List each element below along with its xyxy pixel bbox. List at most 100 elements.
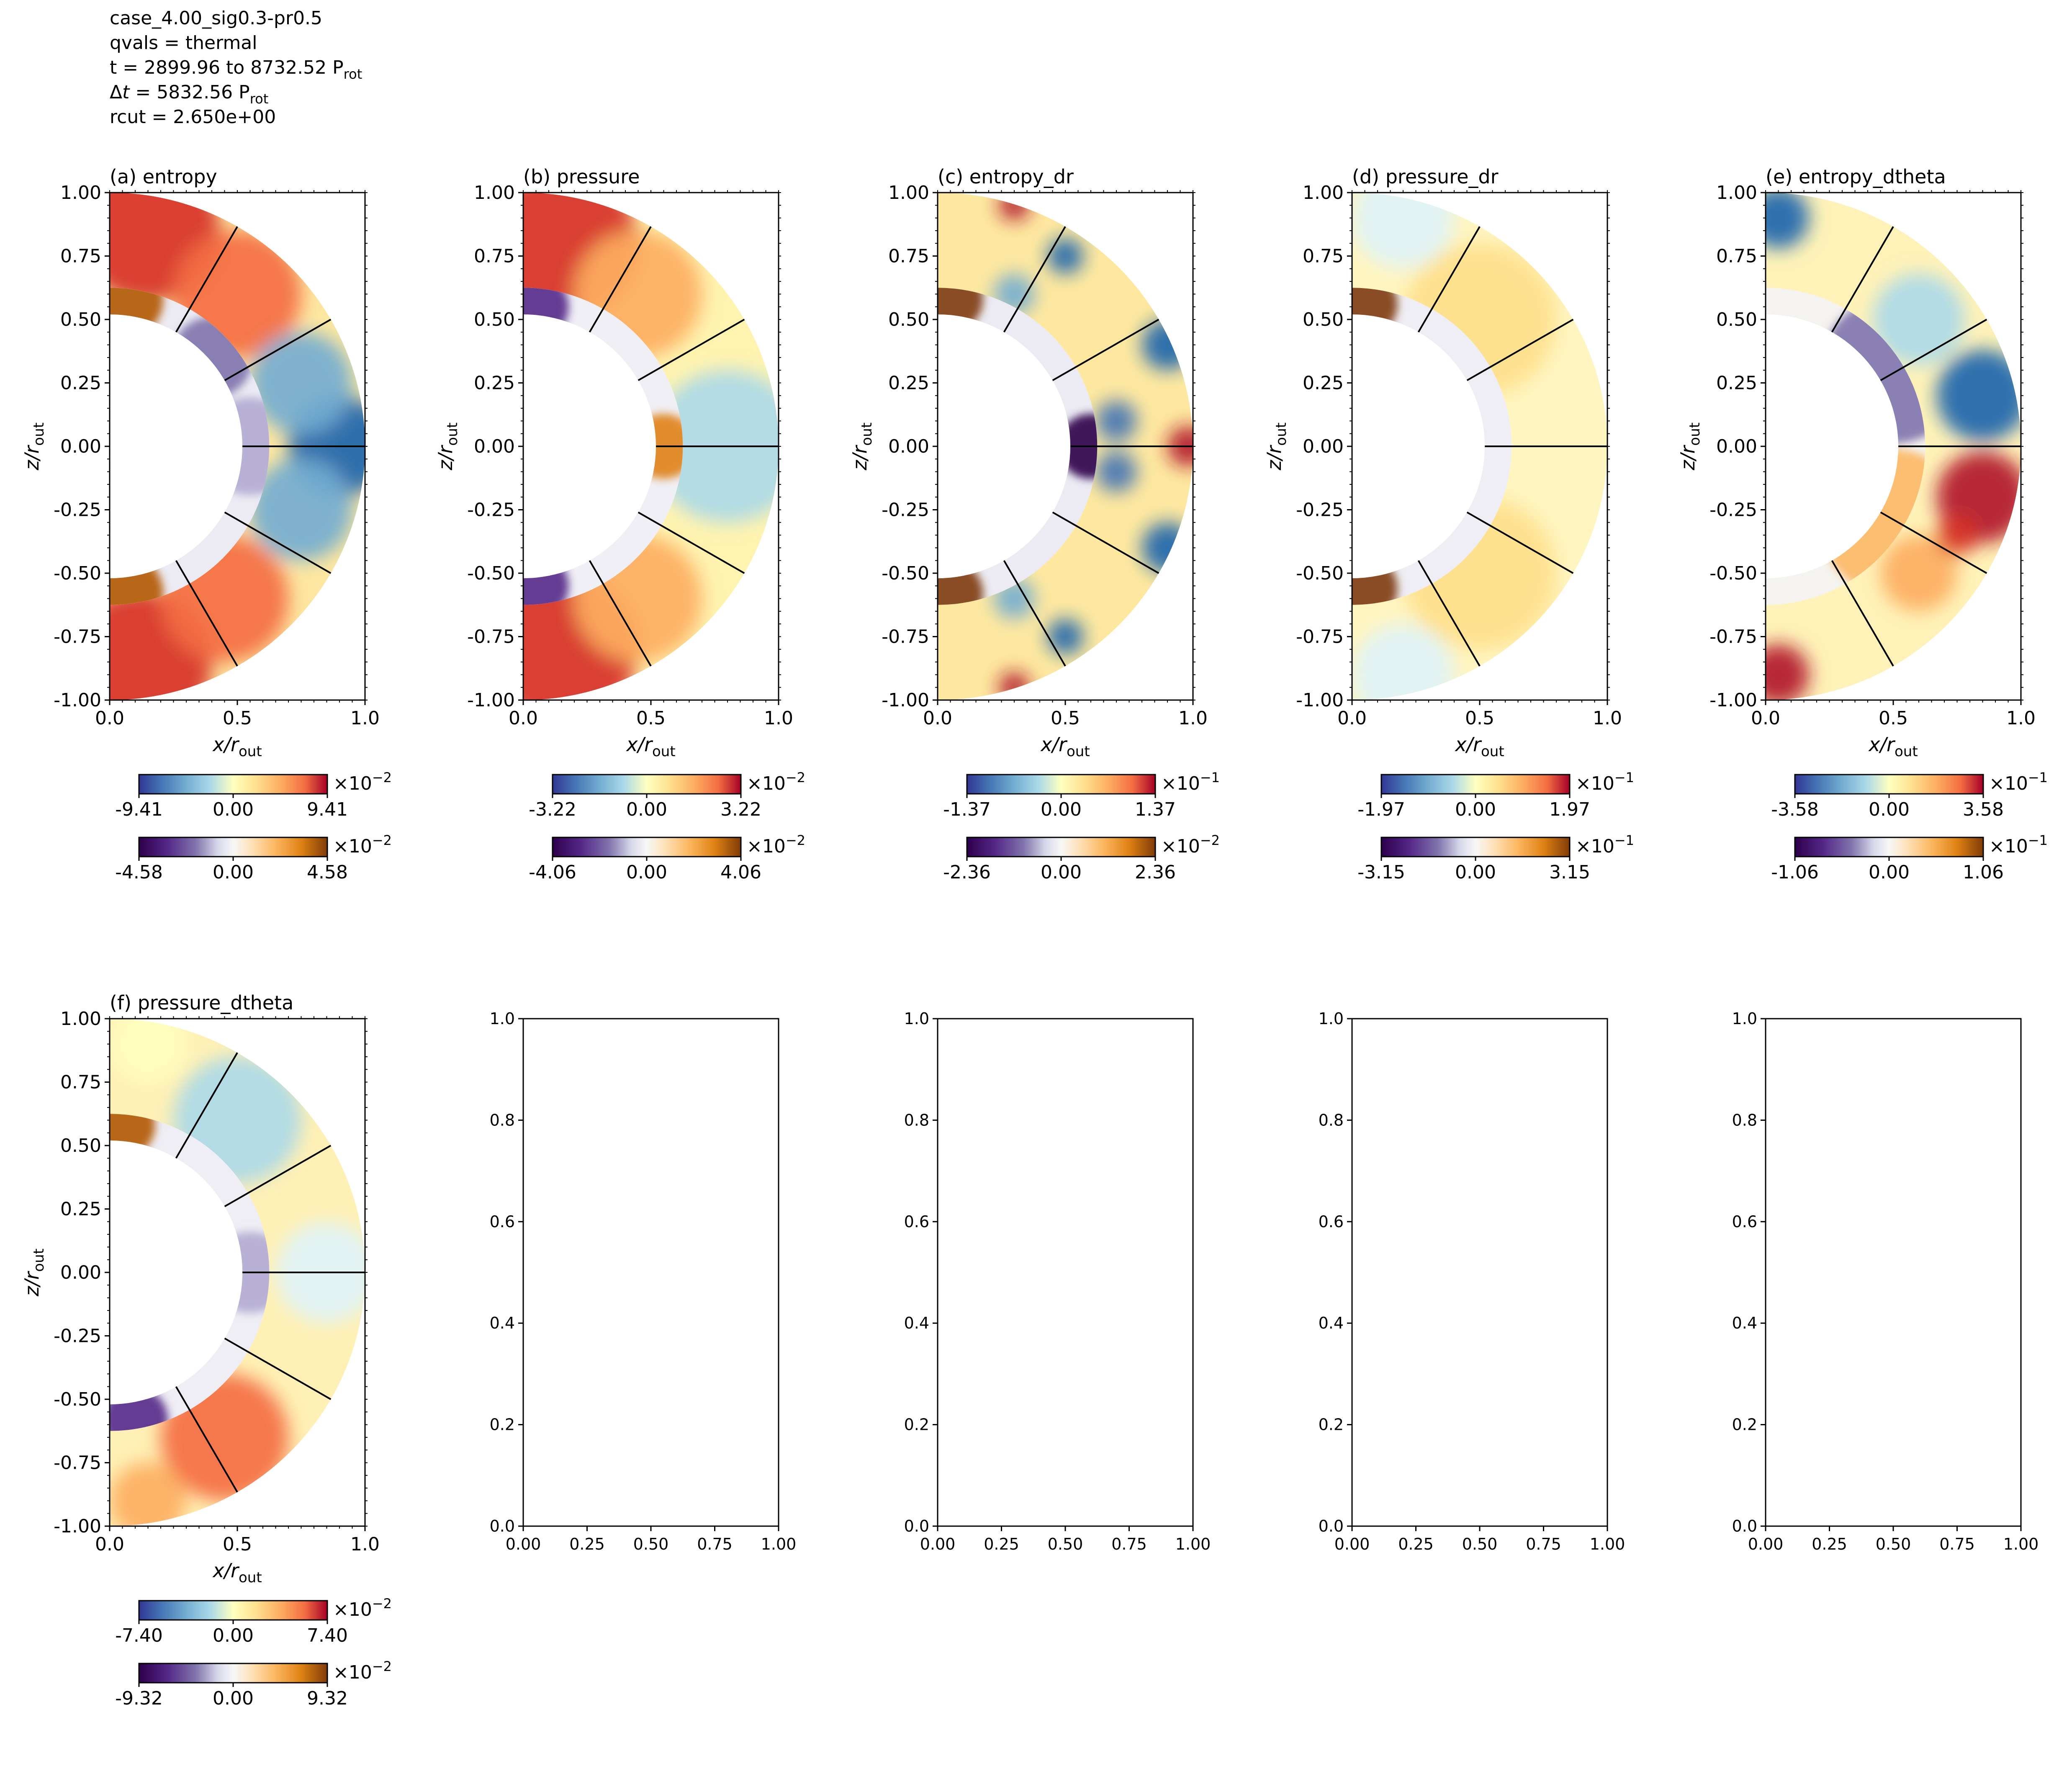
y-tick-label: 1.00 (60, 182, 101, 203)
colorbar-tick-label: 9.32 (307, 1688, 348, 1709)
colorbar-bar (966, 774, 1156, 795)
panel-title: (e) entropy_dtheta (1766, 165, 1946, 188)
x-tick-label: 1.00 (1590, 1535, 1625, 1553)
colorbar-tick-label: 0.00 (213, 1688, 254, 1709)
empty-axes-4: 1.0 0.8 0.6 0.4 0.2 0.00.00 0.25 0.50 0.75 1.00 (1732, 1009, 2039, 1553)
colorbar-tick-label: -3.22 (529, 799, 576, 820)
y-tick-label: 0.2 (904, 1416, 929, 1434)
y-tick-label: -1.00 (882, 690, 929, 711)
x-tick-label: 0.0 (95, 708, 124, 729)
axes-frame (937, 1018, 1194, 1527)
colorbar-bar (138, 1600, 328, 1621)
colorbar-tick-label: 1.06 (1963, 862, 2004, 883)
colorbar-tick-label: 0.00 (213, 1625, 254, 1646)
colorbar-exponent: ×10−2 (333, 770, 392, 794)
y-axis-label: z/rout (21, 1249, 47, 1297)
colorbar-tick-label: 0.00 (626, 799, 667, 820)
x-tick-label: 0.00 (920, 1535, 956, 1553)
x-axis-label: x/rout (212, 733, 262, 760)
latitude-line (1831, 560, 1894, 667)
x-tick-label: 1.0 (1178, 708, 1208, 729)
y-tick-label: 1.0 (1319, 1009, 1344, 1028)
x-tick-label: 1.00 (2003, 1535, 2039, 1553)
colorbar-exponent: ×10−1 (1989, 832, 2048, 857)
y-tick-label: -0.50 (1710, 563, 1757, 584)
latitude-line (1880, 319, 1987, 381)
x-tick-label: 0.5 (223, 1534, 252, 1555)
colorbar-exponent: ×10−1 (1576, 770, 1634, 794)
y-tick-label: 0.00 (1303, 436, 1344, 457)
colorbar-outer: -1.37 0.00 1.37 ×10−1 (943, 770, 1220, 820)
y-tick-label: -0.50 (882, 563, 929, 584)
case-name: case_4.00_sig0.3-pr0.5 (110, 8, 322, 29)
panel-title: (d) pressure_dr (1352, 165, 1499, 188)
y-tick-label: 0.00 (474, 436, 515, 457)
y-tick-label: 0.25 (1303, 373, 1344, 394)
y-tick-label: 0.50 (888, 309, 929, 330)
colorbar-outer: -3.22 0.00 3.22 ×10−2 (529, 770, 805, 820)
y-tick-label: 0.6 (1319, 1213, 1344, 1231)
x-axis-label: x/rout (1454, 733, 1504, 760)
x-tick-label: 0.5 (223, 708, 252, 729)
axes-frame (1351, 1018, 1608, 1527)
colorbar-tick-label: 3.15 (1549, 862, 1590, 883)
y-tick-label: 1.00 (474, 182, 515, 203)
y-axis-label: z/rout (21, 422, 47, 471)
latitude-line (1003, 560, 1066, 667)
panel-c: 1.00 0.75 0.50 0.25 0.00 -0.25 -0.50 -0.75 -1.00… (848, 165, 1220, 883)
panel-a: 1.00 0.75 0.50 0.25 0.00 -0.25 -0.50 -0.75 -1.00… (21, 165, 392, 883)
colorbar-bar (1380, 837, 1571, 857)
x-axis-label: x/rout (1040, 733, 1090, 760)
colorbar-tick-label: -7.40 (115, 1625, 163, 1646)
colorbar-tick-label: 7.40 (307, 1625, 348, 1646)
latitude-line (589, 226, 652, 333)
y-tick-label: 1.0 (1732, 1009, 1757, 1028)
colorbar-inner: -9.32 0.00 9.32 ×10−2 (115, 1658, 392, 1709)
colorbar-tick-label: 4.06 (720, 862, 761, 883)
x-tick-label: 0.5 (1879, 708, 1908, 729)
x-tick-label: 0.0 (1751, 708, 1780, 729)
x-tick-label: 1.0 (350, 708, 380, 729)
y-tick-label: 0.50 (60, 309, 101, 330)
latitude-lines (175, 1052, 365, 1493)
x-tick-label: 1.00 (1175, 1535, 1211, 1553)
colorbar-exponent: ×10−1 (1161, 770, 1220, 794)
colorbar-inner: -4.58 0.00 4.58 ×10−2 (115, 832, 392, 883)
latitude-line (1466, 511, 1574, 574)
latitude-line (1417, 560, 1481, 667)
y-axis-label: z/rout (1263, 422, 1290, 471)
panel-title: (b) pressure (523, 165, 640, 188)
colorbar-tick-label: -3.58 (1771, 799, 1819, 820)
colorbar-exponent: ×10−1 (1576, 832, 1634, 857)
y-tick-label: 0.50 (1716, 309, 1757, 330)
latitude-lines (1831, 226, 2021, 667)
panel-title: (c) entropy_dr (938, 165, 1074, 188)
y-tick-label: 1.0 (490, 1009, 515, 1028)
x-tick-label: 0.0 (923, 708, 952, 729)
colorbar-tick-label: -9.41 (115, 799, 163, 820)
y-tick-label: 0.4 (1319, 1314, 1344, 1332)
x-tick-label: 0.5 (1465, 708, 1494, 729)
latitude-line (1003, 226, 1066, 333)
colorbar-tick-label: 0.00 (213, 862, 254, 883)
colorbar-bar (138, 837, 328, 857)
x-tick-label: 0.75 (1939, 1535, 1975, 1553)
y-tick-label: 0.0 (1319, 1517, 1344, 1535)
latitude-lines (589, 226, 779, 667)
colorbar-tick-label: -2.36 (943, 862, 991, 883)
colorbar-exponent: ×10−2 (1161, 832, 1220, 857)
x-axis-label: x/rout (1868, 733, 1918, 760)
y-tick-label: 0.6 (1732, 1213, 1757, 1231)
colorbar-inner: -4.06 0.00 4.06 ×10−2 (529, 832, 805, 883)
colorbar-tick-label: -4.58 (115, 862, 163, 883)
y-tick-label: 0.00 (60, 436, 101, 457)
y-tick-label: 0.4 (490, 1314, 515, 1332)
y-tick-label: -0.50 (54, 1389, 101, 1410)
y-tick-label: 0.00 (60, 1262, 101, 1283)
y-tick-label: -1.00 (54, 690, 101, 711)
y-tick-label: 0.6 (490, 1213, 515, 1231)
time-range-line: t = 2899.96 to 8732.52 Prot (110, 57, 362, 82)
x-tick-label: 0.00 (1748, 1535, 1784, 1553)
colorbar-inner: -1.06 0.00 1.06 ×10−1 (1771, 832, 2048, 883)
